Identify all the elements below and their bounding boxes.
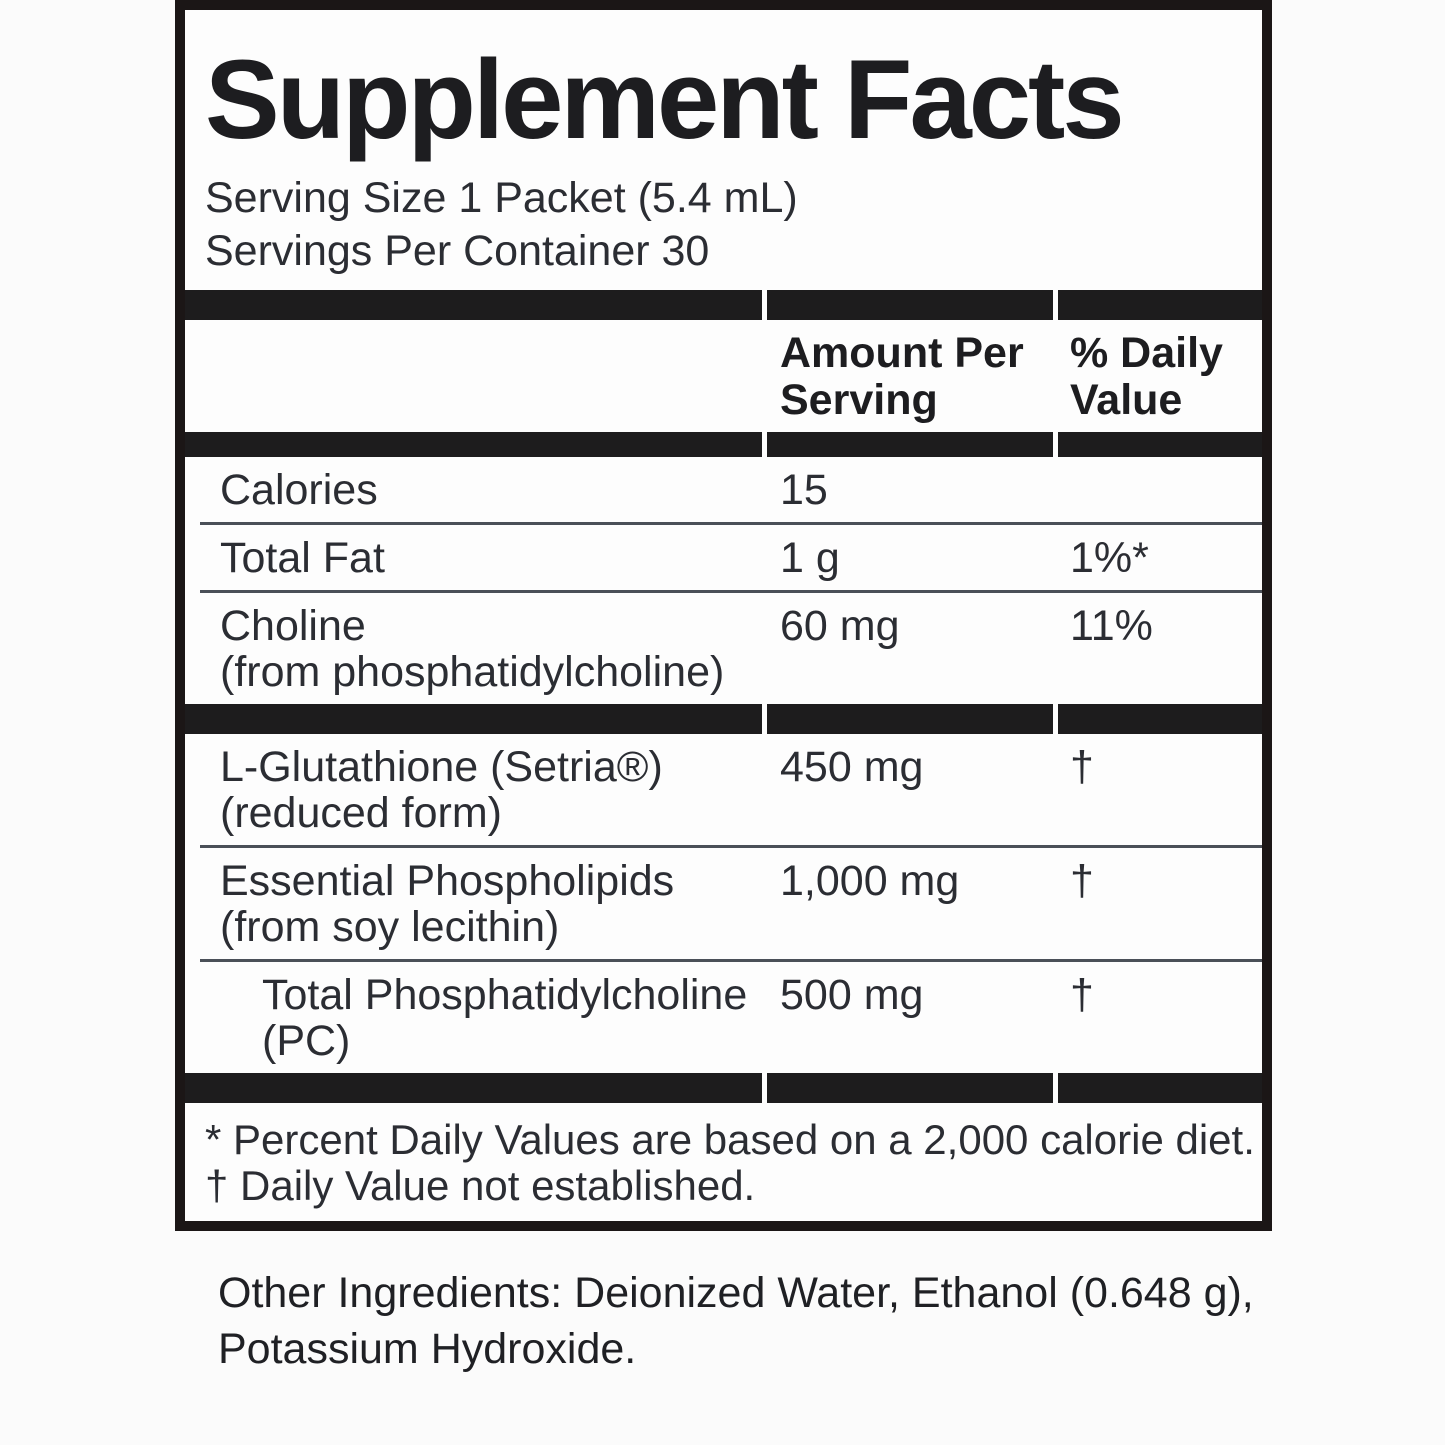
nutrient-dv: 1%* — [1070, 534, 1149, 582]
nutrient-name: Essential Phospholipids (from soy lecith… — [220, 857, 675, 951]
serving-info: Serving Size 1 Packet (5.4 mL) Servings … — [205, 172, 1262, 278]
section-divider-bar-bottom — [185, 1073, 1262, 1103]
header-nutrient-col — [220, 330, 780, 424]
column-gap — [1053, 704, 1058, 734]
nutrient-amount: 1,000 mg — [780, 857, 960, 905]
nutrient-dv: † — [1070, 857, 1094, 905]
servings-per-container-line: Servings Per Container 30 — [205, 227, 710, 275]
nutrient-amount: 60 mg — [780, 602, 900, 650]
column-gap — [1053, 290, 1058, 320]
row-divider — [200, 522, 1262, 525]
other-ingredients-text: Other Ingredients: Deionized Water, Etha… — [218, 1269, 1254, 1373]
nutrient-dv: † — [1070, 743, 1094, 791]
nutrient-row-l-glutathione: L-Glutathione (Setria®) (reduced form) 4… — [185, 734, 1262, 845]
label-column: Supplement Facts Serving Size 1 Packet (… — [175, 0, 1272, 1445]
row-divider — [200, 590, 1262, 593]
section-divider-bar-middle — [185, 704, 1262, 734]
nutrient-name: Total Fat — [220, 534, 385, 582]
footnote-dv-not-established: † Daily Value not established. — [205, 1162, 756, 1209]
nutrient-row-total-fat: Total Fat 1 g 1%* — [185, 525, 1262, 590]
footnote-daily-value-basis: * Percent Daily Values are based on a 2,… — [205, 1116, 1255, 1163]
row-divider — [200, 845, 1262, 848]
nutrient-name: L-Glutathione (Setria®) (reduced form) — [220, 743, 663, 837]
serving-size-line: Serving Size 1 Packet (5.4 mL) — [205, 174, 798, 222]
column-gap — [1053, 432, 1058, 457]
nutrient-dv — [1070, 467, 1262, 513]
nutrient-name: Total Phosphatidylcholine (PC) — [262, 971, 748, 1065]
section-divider-bar-top — [185, 290, 1262, 320]
section-divider-bar-header — [185, 432, 1262, 457]
footnotes: * Percent Daily Values are based on a 2,… — [205, 1117, 1262, 1209]
supplement-facts-title: Supplement Facts — [205, 37, 1125, 162]
column-gap — [762, 704, 767, 734]
nutrient-amount: 1 g — [780, 534, 840, 582]
nutrient-row-essential-phospholipids: Essential Phospholipids (from soy lecith… — [185, 848, 1262, 959]
nutrient-name: Calories — [220, 466, 378, 514]
column-gap — [762, 290, 767, 320]
nutrient-row-choline: Choline (from phosphatidylcholine) 60 mg… — [185, 593, 1262, 704]
column-gap — [762, 1073, 767, 1103]
nutrient-amount: 15 — [780, 466, 828, 514]
column-gap — [1053, 1073, 1058, 1103]
nutrient-amount: 500 mg — [780, 971, 924, 1019]
nutrient-amount: 450 mg — [780, 743, 924, 791]
nutrient-row-total-phosphatidylcholine: Total Phosphatidylcholine (PC) 500 mg † — [185, 962, 1262, 1073]
column-gap — [762, 432, 767, 457]
nutrient-name: Choline (from phosphatidylcholine) — [220, 602, 725, 696]
row-divider — [200, 959, 1262, 962]
supplement-facts-panel: Supplement Facts Serving Size 1 Packet (… — [175, 0, 1272, 1231]
nutrient-dv: † — [1070, 971, 1094, 1019]
table-header-row: Amount Per Serving % Daily Value — [185, 320, 1262, 432]
header-amount-per-serving: Amount Per Serving — [780, 329, 1024, 424]
nutrient-dv: 11% — [1070, 602, 1153, 650]
nutrient-row-calories: Calories 15 — [185, 457, 1262, 522]
header-percent-daily-value: % Daily Value — [1070, 329, 1223, 424]
